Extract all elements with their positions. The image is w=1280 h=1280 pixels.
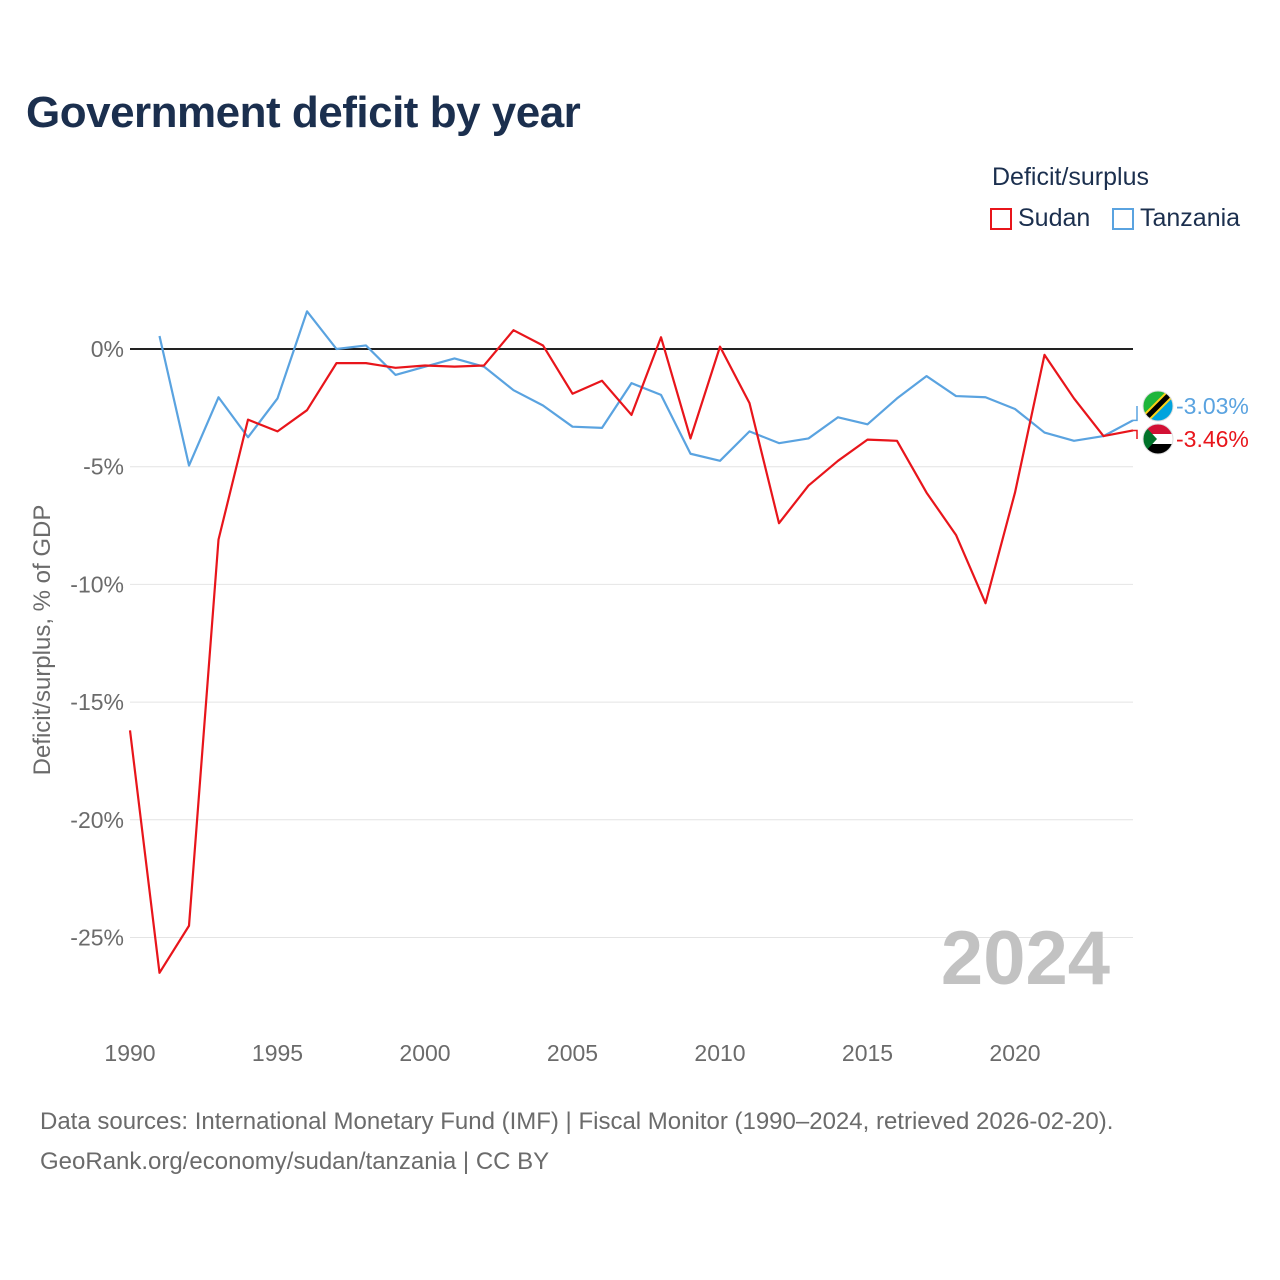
series-line-tanzania (158, 310, 1134, 467)
legend-item-tanzania[interactable]: Tanzania (1112, 204, 1240, 233)
y-tick-label: -10% (70, 571, 124, 597)
line-chart: 0% -5% -10% -15% -20% -25% 1990 1995 2000 2005 20… (29, 310, 1249, 1066)
x-tick-label: 2010 (694, 1040, 745, 1066)
end-markers: -3.46% -3.03% (1133, 390, 1249, 455)
x-axis-ticks: 1990 1995 2000 2005 2010 2015 2020 (104, 1040, 1040, 1066)
end-label-tanzania: -3.03% (1176, 393, 1249, 419)
y-tick-label: -20% (70, 807, 124, 833)
tanzania-flag-icon (1142, 390, 1174, 422)
gridlines (130, 348, 1133, 938)
legend-swatch-tanzania (1112, 207, 1134, 230)
y-axis-label: Deficit/surplus, % of GDP (29, 505, 56, 776)
sudan-flag-icon (1142, 423, 1174, 455)
source-line-2: GeoRank.org/economy/sudan/tanzania | CC … (40, 1148, 550, 1175)
legend-label-tanzania: Tanzania (1140, 204, 1241, 232)
x-tick-label: 2015 (842, 1040, 893, 1066)
y-tick-label: -5% (83, 454, 124, 480)
x-tick-label: 2020 (989, 1040, 1040, 1066)
end-label-sudan: -3.46% (1176, 426, 1249, 452)
y-tick-label: -25% (70, 925, 124, 951)
legend-swatch-sudan (990, 207, 1012, 230)
source-line-1: Data sources: International Monetary Fun… (40, 1108, 1114, 1135)
y-tick-label: -15% (70, 689, 124, 715)
year-watermark: 2024 (941, 916, 1110, 1001)
legend-label-sudan: Sudan (1018, 204, 1091, 232)
legend-item-sudan[interactable]: Sudan (990, 204, 1090, 233)
x-tick-label: 1995 (252, 1040, 303, 1066)
y-axis-ticks: 0% -5% -10% -15% -20% -25% (70, 336, 124, 951)
series-lines (128, 310, 1134, 974)
x-tick-label: 1990 (104, 1040, 155, 1066)
chart-title: Government deficit by year (26, 88, 581, 137)
y-tick-label: 0% (91, 336, 124, 362)
legend-title: Deficit/surplus (992, 163, 1149, 191)
x-tick-label: 2005 (547, 1040, 598, 1066)
end-connector-tanzania (1133, 406, 1138, 422)
x-tick-label: 2000 (399, 1040, 450, 1066)
end-connector-sudan (1133, 429, 1138, 439)
series-line-sudan (128, 329, 1134, 974)
